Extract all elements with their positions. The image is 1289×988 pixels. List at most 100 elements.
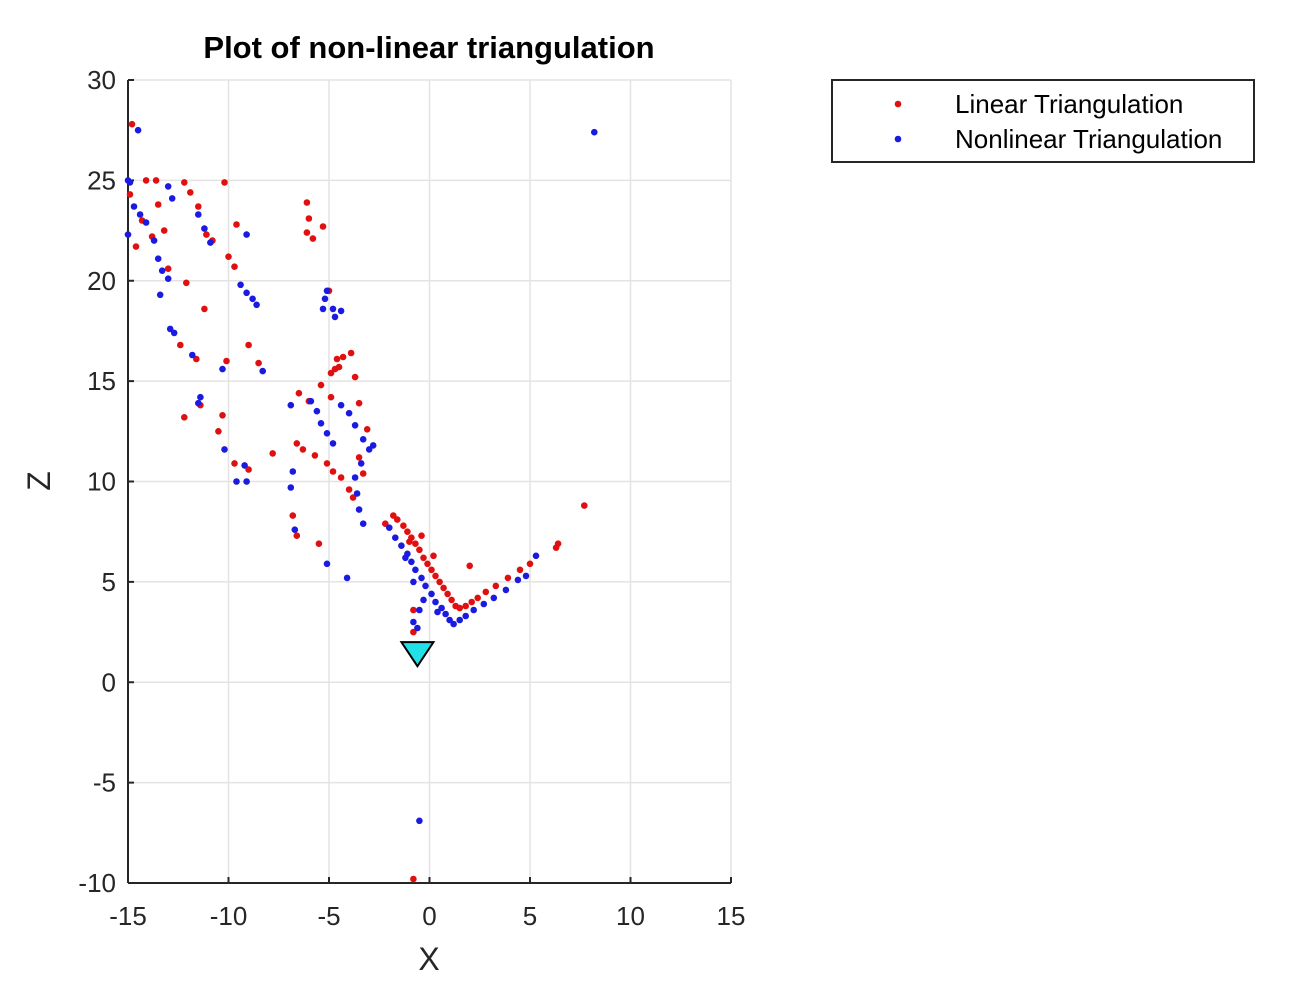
data-point	[164, 275, 172, 283]
data-point	[164, 265, 172, 273]
data-point	[319, 305, 327, 313]
x-axis-label: X	[418, 941, 439, 977]
data-point	[331, 365, 339, 373]
y-tick-label: 25	[87, 165, 116, 195]
data-point	[124, 231, 132, 238]
data-point	[259, 367, 267, 375]
data-point	[156, 291, 164, 299]
data-point	[345, 486, 353, 493]
x-tick-label: -5	[317, 901, 340, 931]
data-point	[189, 351, 196, 359]
data-point	[430, 552, 437, 560]
data-point	[474, 594, 482, 602]
data-point	[201, 305, 208, 313]
data-point	[293, 440, 301, 447]
data-point	[231, 263, 238, 271]
data-point	[323, 560, 331, 568]
x-tick-label: -15	[109, 901, 147, 931]
data-point	[307, 397, 315, 405]
data-point	[289, 468, 297, 475]
data-point	[295, 389, 303, 397]
data-point	[418, 532, 425, 539]
data-point	[215, 428, 222, 435]
data-point	[233, 478, 240, 485]
legend: Linear Triangulation Nonlinear Triangula…	[831, 79, 1255, 163]
data-point	[293, 532, 301, 539]
data-point	[532, 552, 540, 560]
data-point	[514, 576, 522, 584]
data-points	[124, 120, 598, 883]
data-point	[438, 604, 445, 612]
series-nonlinear	[124, 126, 598, 825]
data-point	[321, 295, 329, 303]
data-point	[428, 566, 435, 574]
data-point	[181, 179, 188, 186]
data-point	[408, 558, 415, 566]
data-point	[345, 409, 353, 417]
data-point	[386, 524, 393, 531]
data-point	[394, 516, 401, 523]
data-point	[177, 341, 184, 349]
legend-marker-linear	[894, 100, 902, 108]
chart-title: Plot of non-linear triangulation	[203, 30, 654, 65]
data-point	[329, 305, 337, 313]
data-point	[287, 484, 295, 491]
x-tick-label: 15	[717, 901, 746, 931]
data-point	[581, 502, 588, 509]
data-point	[359, 470, 367, 477]
data-point	[406, 538, 413, 545]
data-point	[245, 466, 252, 473]
data-point	[359, 436, 367, 443]
data-point	[442, 610, 449, 618]
data-point	[456, 616, 464, 624]
data-point	[410, 875, 417, 883]
data-point	[355, 454, 363, 461]
y-tick-label: -5	[93, 768, 116, 798]
data-point	[168, 195, 176, 202]
data-point	[347, 349, 355, 357]
data-point	[152, 177, 160, 184]
data-point	[365, 446, 373, 453]
y-tick-label: 0	[102, 667, 116, 697]
data-point	[420, 554, 427, 562]
data-point	[355, 506, 363, 513]
data-point	[305, 215, 313, 222]
y-tick-label: 30	[87, 65, 116, 95]
data-point	[349, 494, 357, 501]
data-point	[416, 546, 423, 554]
data-point	[412, 566, 419, 574]
data-point	[195, 211, 202, 218]
data-point	[187, 189, 194, 196]
data-point	[245, 341, 252, 349]
data-point	[412, 540, 419, 547]
data-point	[492, 582, 500, 590]
data-point	[410, 578, 417, 586]
data-point	[299, 446, 307, 453]
data-point	[357, 460, 365, 467]
data-point	[398, 542, 405, 549]
data-point	[303, 199, 311, 206]
data-point	[126, 179, 134, 186]
camera-marker	[399, 641, 436, 668]
data-point	[309, 235, 317, 242]
data-point	[446, 616, 453, 624]
data-point	[591, 128, 598, 136]
data-point	[504, 574, 512, 582]
data-point	[323, 460, 331, 467]
data-point	[253, 301, 260, 309]
data-point	[160, 227, 168, 234]
data-point	[369, 442, 377, 449]
data-point	[351, 474, 359, 481]
data-point	[339, 353, 347, 361]
data-point	[195, 399, 202, 407]
data-point	[351, 373, 359, 381]
data-point	[428, 590, 435, 598]
data-point	[150, 237, 158, 244]
data-point	[502, 586, 510, 594]
data-point	[243, 478, 250, 485]
data-point	[462, 612, 470, 620]
data-point	[516, 566, 524, 574]
data-point	[287, 401, 295, 409]
data-point	[317, 381, 325, 389]
data-point	[422, 582, 429, 590]
